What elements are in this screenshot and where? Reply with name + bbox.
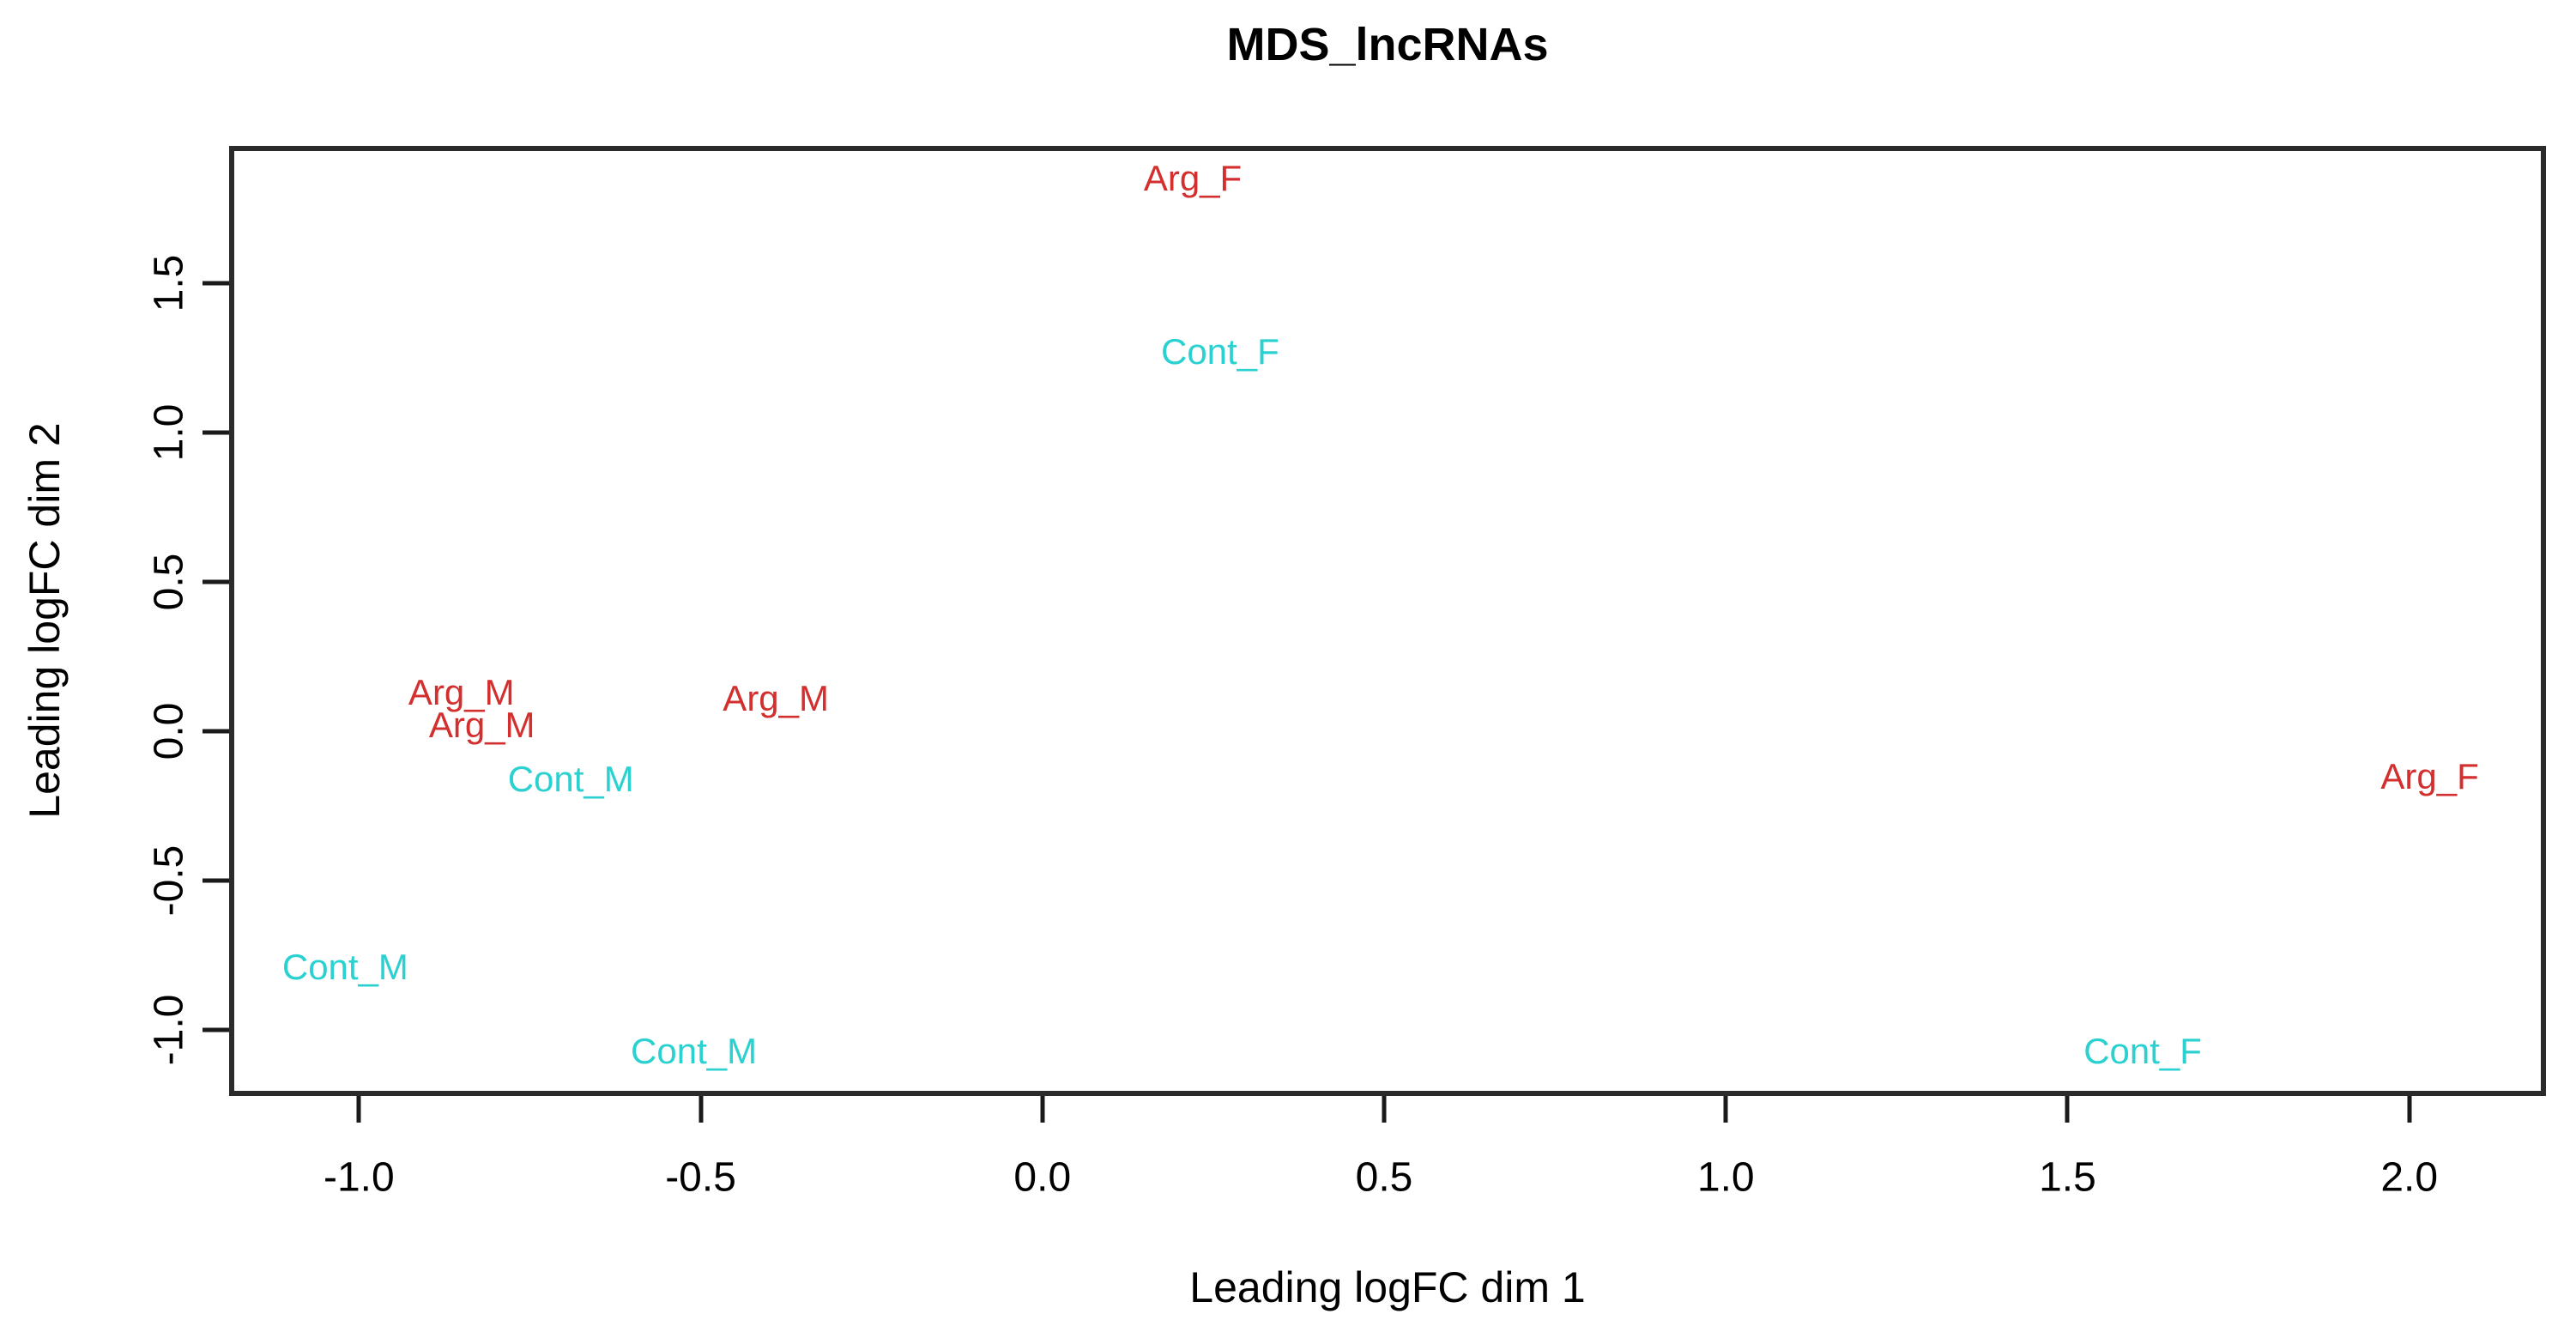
data-point-label: Cont_F [1160, 331, 1279, 372]
data-point-label: Cont_M [631, 1030, 758, 1071]
data-point-label: Arg_M [723, 678, 830, 718]
y-axis-tick-label: 1.0 [146, 403, 192, 462]
x-axis-title: Leading logFC dim 1 [1189, 1263, 1586, 1311]
x-axis-tick-label: 2.0 [2380, 1154, 2439, 1201]
x-axis-tick-mark [2065, 1096, 2070, 1123]
y-axis-tick-mark [203, 430, 229, 435]
data-point-label: Arg_M [428, 705, 535, 746]
x-axis-tick-mark [1040, 1096, 1045, 1123]
data-point-label: Arg_F [1143, 158, 1243, 199]
data-point-label: Cont_M [281, 947, 408, 988]
y-axis-tick-mark [203, 878, 229, 883]
x-axis-tick-label: -1.0 [323, 1154, 395, 1201]
y-axis-tick-label: 0.0 [146, 702, 192, 760]
x-axis-tick-mark [356, 1096, 361, 1123]
y-axis-tick-mark [203, 281, 229, 286]
x-axis-tick-label: 1.0 [1696, 1154, 1755, 1201]
x-axis-tick-label: 1.5 [2039, 1154, 2096, 1201]
y-axis-tick-label: 0.5 [146, 553, 192, 611]
y-axis-tick-label: 1.5 [146, 254, 192, 312]
y-axis-tick-mark [203, 729, 229, 734]
y-axis-title: Leading logFC dim 2 [21, 422, 69, 819]
data-point-label: Cont_F [2083, 1030, 2202, 1071]
x-axis-tick-mark [698, 1096, 704, 1123]
y-axis-tick-mark [203, 579, 229, 584]
data-point-label: Arg_M [408, 672, 515, 713]
chart-title: MDS_lncRNAs [1226, 19, 1549, 70]
y-axis-tick-label: -1.0 [146, 995, 192, 1066]
x-axis-tick-mark [1723, 1096, 1728, 1123]
y-axis-tick-label: -0.5 [146, 845, 192, 917]
data-point-label: Arg_F [2380, 755, 2479, 796]
x-axis-tick-label: -0.5 [665, 1154, 736, 1201]
x-axis-tick-mark [2407, 1096, 2412, 1123]
data-point-label: Cont_M [507, 759, 634, 799]
y-axis-tick-mark [203, 1027, 229, 1032]
x-axis-tick-label: 0.5 [1355, 1154, 1413, 1201]
plot-area [229, 146, 2546, 1096]
x-axis-tick-label: 0.0 [1013, 1154, 1072, 1201]
x-axis-tick-mark [1382, 1096, 1387, 1123]
